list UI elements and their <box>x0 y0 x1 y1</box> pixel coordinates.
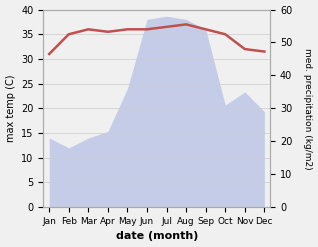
Y-axis label: med. precipitation (kg/m2): med. precipitation (kg/m2) <box>303 48 313 169</box>
X-axis label: date (month): date (month) <box>116 231 198 242</box>
Y-axis label: max temp (C): max temp (C) <box>5 75 16 142</box>
